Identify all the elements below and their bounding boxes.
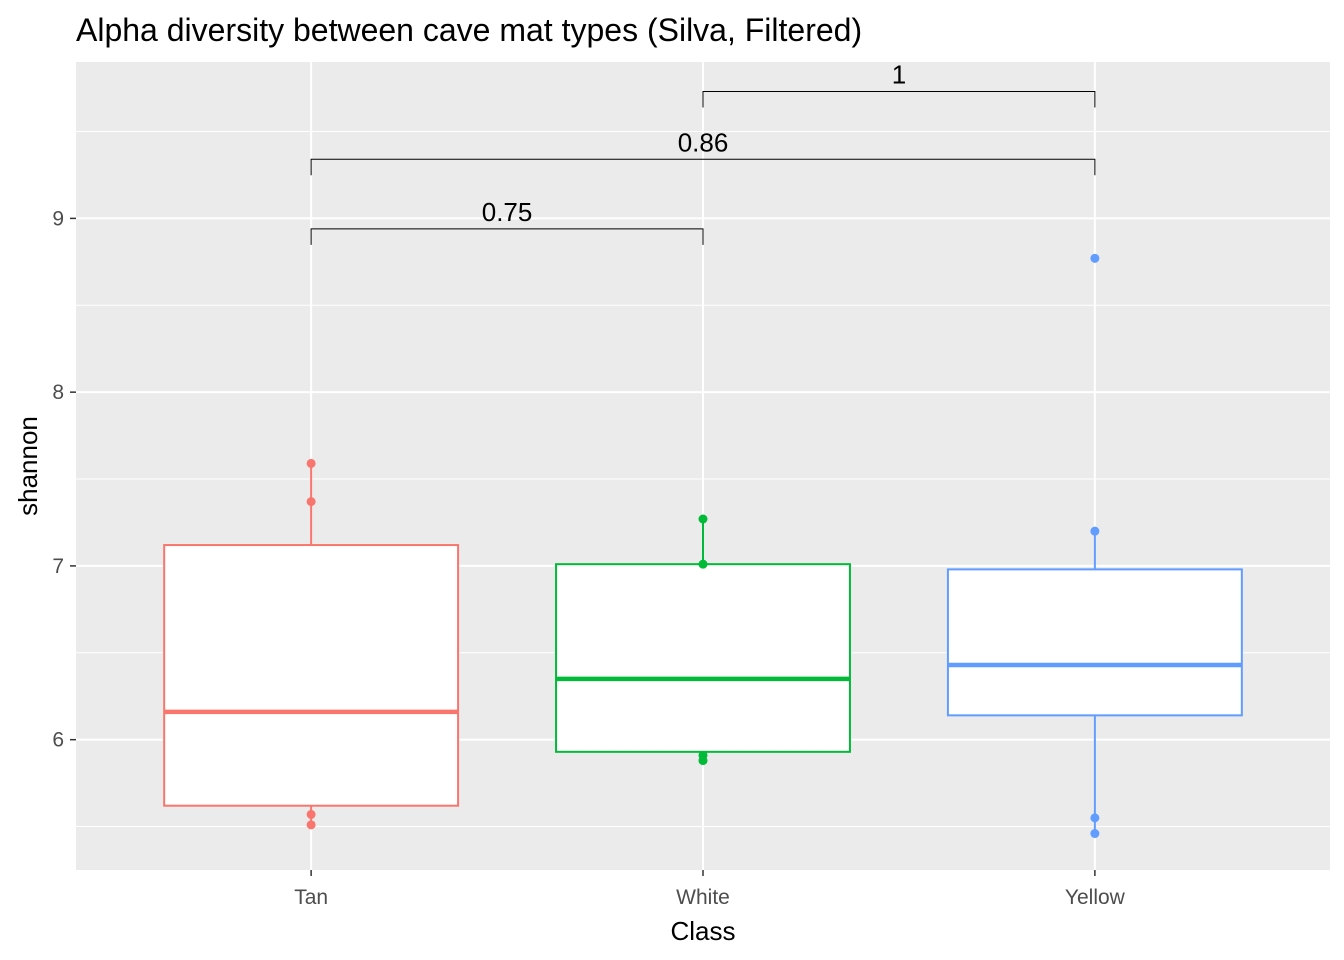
bracket-line <box>310 158 1096 176</box>
y-tick-label: 8 <box>52 381 64 404</box>
data-point <box>698 514 708 524</box>
data-point <box>1090 526 1100 536</box>
box-body <box>946 568 1243 717</box>
bracket-line <box>310 228 704 245</box>
data-point <box>306 458 316 468</box>
y-tick-label: 9 <box>52 207 64 230</box>
x-tick-label: Tan <box>294 886 328 909</box>
bracket-line <box>702 91 1096 108</box>
box-body <box>163 544 460 807</box>
data-point <box>306 809 316 819</box>
x-tick-label: Yellow <box>1065 886 1126 909</box>
data-point <box>1090 253 1100 263</box>
box-body <box>555 563 851 753</box>
data-point <box>306 820 316 830</box>
data-point <box>698 559 708 569</box>
comparison-bracket: 0.86 <box>310 127 1096 176</box>
comparison-brackets: 0.75 0.86 1 <box>310 60 1096 245</box>
data-point <box>306 497 316 507</box>
x-tick-label: White <box>676 886 730 909</box>
y-tick-label: 6 <box>52 729 64 752</box>
y-tick-label: 7 <box>52 555 64 578</box>
data-point <box>1090 813 1100 823</box>
boxplot-tan <box>163 458 460 830</box>
x-axis-title: Class <box>670 916 735 946</box>
comparison-bracket: 1 <box>702 60 1096 108</box>
boxplot-white <box>555 514 851 766</box>
boxplots <box>163 253 1243 839</box>
chart-title: Alpha diversity between cave mat types (… <box>76 12 862 48</box>
data-point <box>698 756 708 766</box>
comparison-bracket: 0.75 <box>310 197 704 245</box>
data-point <box>1090 829 1100 839</box>
p-value-label: 1 <box>892 60 906 90</box>
y-axis-title: shannon <box>13 416 43 516</box>
boxplot-yellow <box>946 253 1243 839</box>
p-value-label: 0.86 <box>678 127 729 157</box>
axes: 6 7 8 9 Tan White Yellow <box>52 207 1125 909</box>
p-value-label: 0.75 <box>482 197 533 227</box>
